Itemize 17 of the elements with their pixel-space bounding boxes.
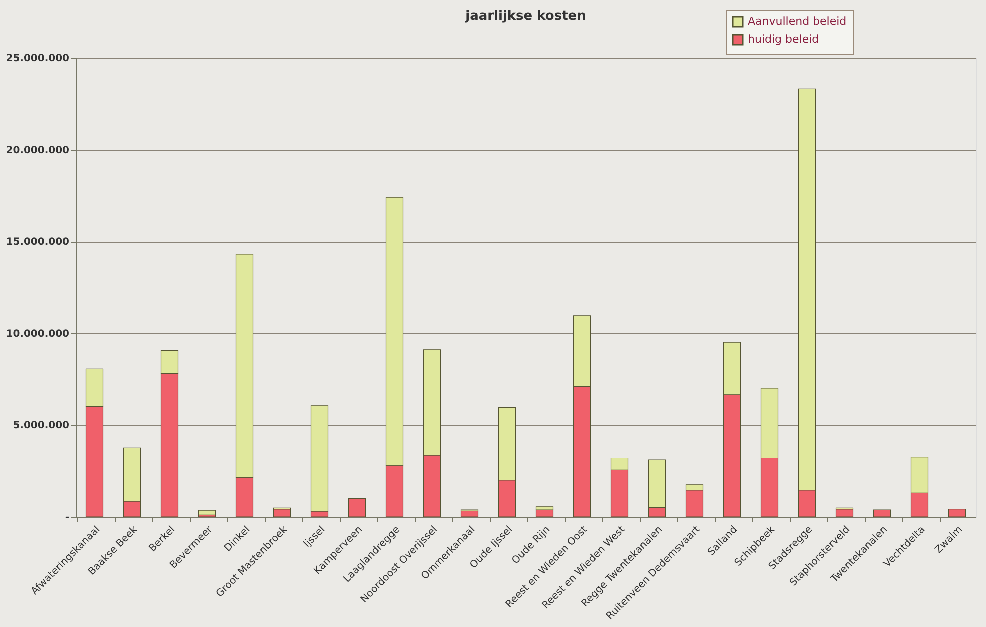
bar: [836, 508, 854, 518]
bar: [198, 510, 216, 516]
y-tick-label: 15.000.000: [6, 237, 70, 248]
legend-label: huidig beleid: [748, 33, 820, 46]
y-tick-label: -: [65, 512, 70, 524]
y-tick-label: 10.000.000: [6, 328, 70, 340]
y-tick-label: 20.000.000: [6, 145, 70, 156]
bar: [873, 510, 892, 518]
legend-label: Aanvullend beleid: [748, 15, 847, 28]
bar: [536, 510, 554, 518]
bar: [948, 508, 966, 518]
y-tick-label: 25.000.000: [6, 54, 70, 64]
bar: [348, 498, 366, 518]
chart-title: jaarlijkse kosten: [464, 9, 586, 24]
bar: [273, 508, 292, 518]
bar: [460, 510, 479, 518]
y-tick-label: 5.000.000: [13, 420, 70, 432]
